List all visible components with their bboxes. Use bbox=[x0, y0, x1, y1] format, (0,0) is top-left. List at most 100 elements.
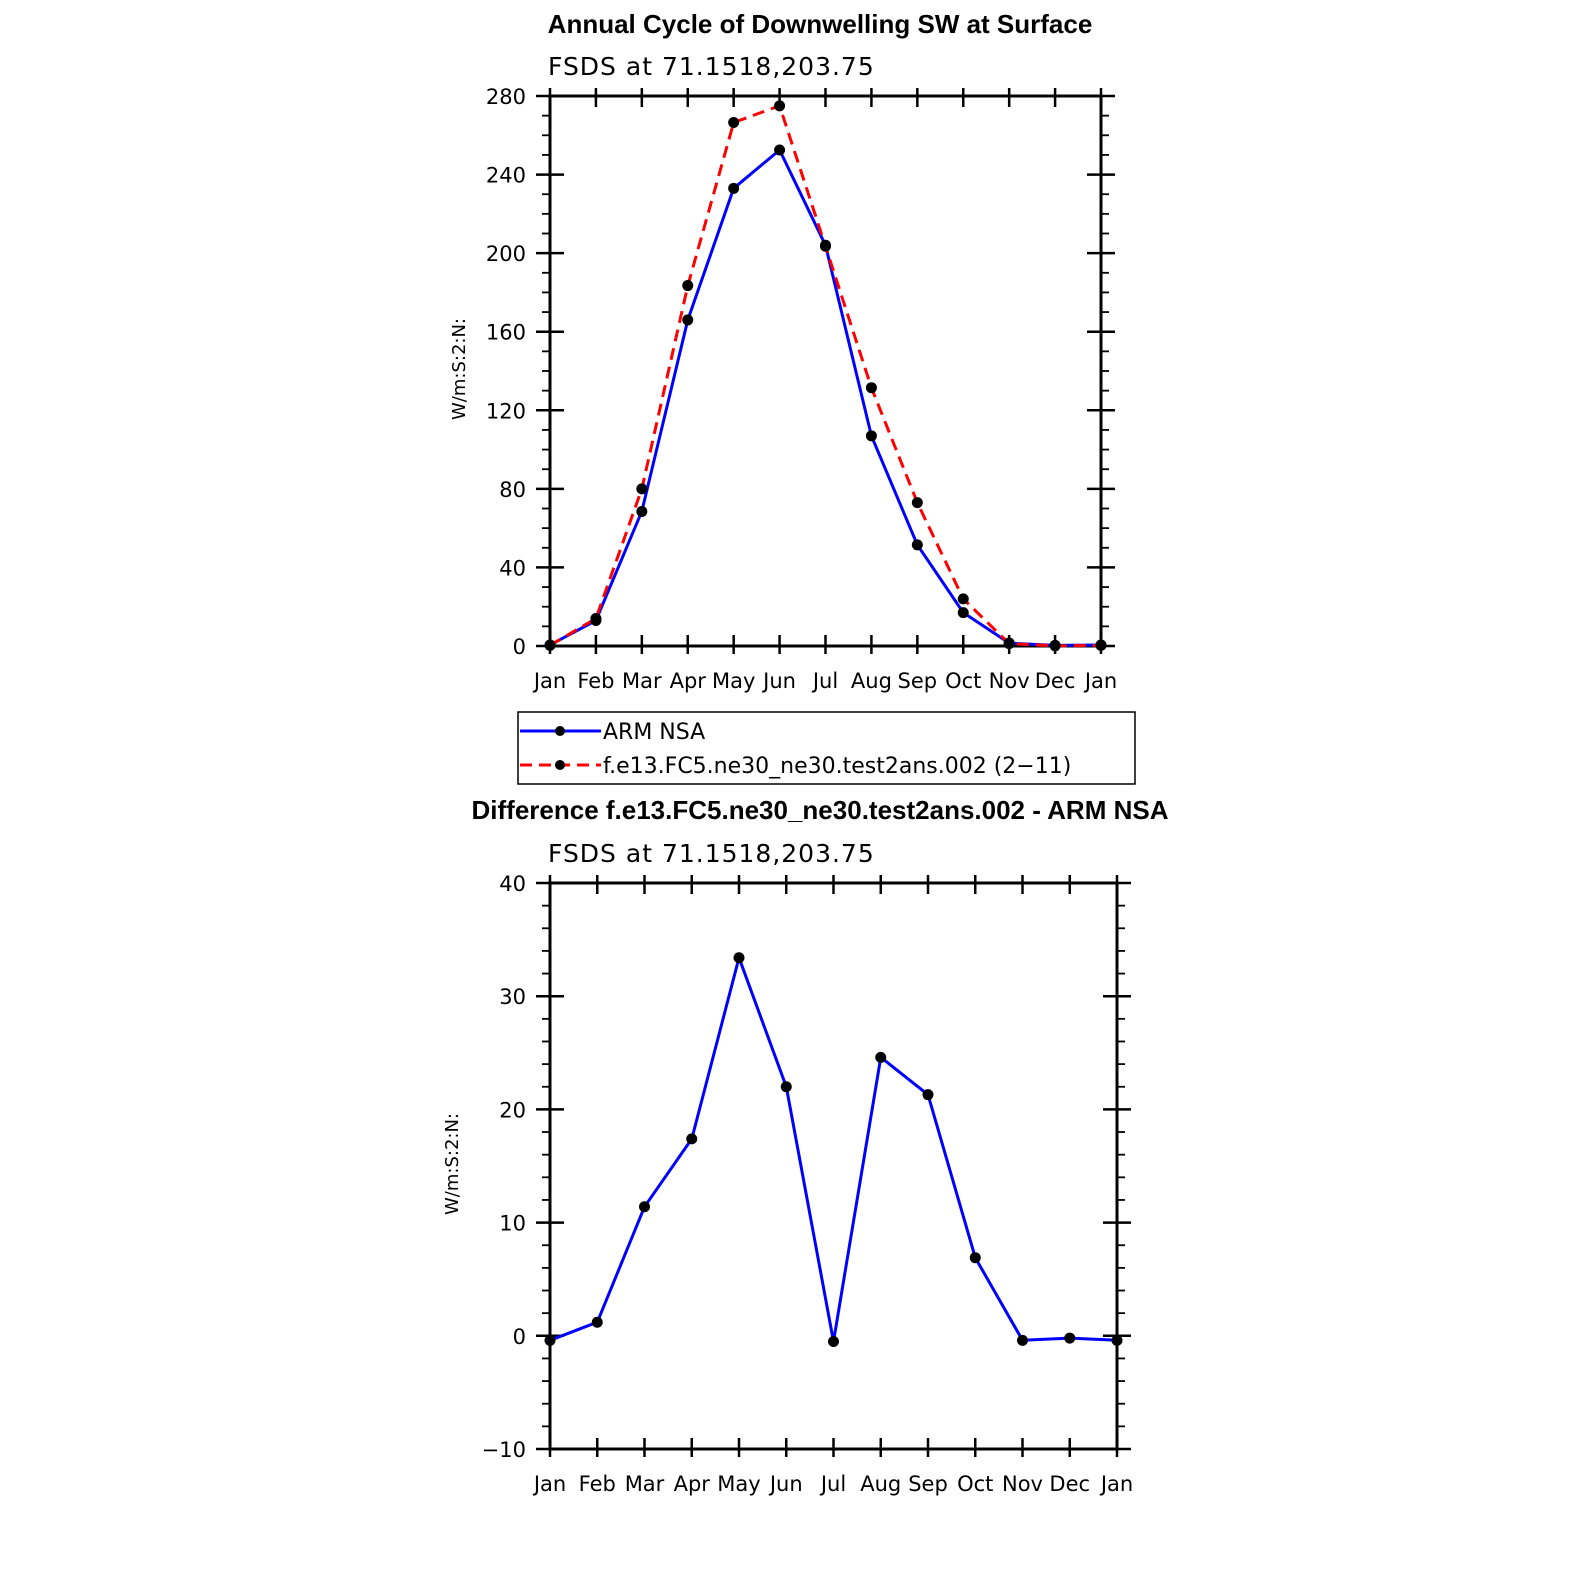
y-tick-label: 40 bbox=[499, 872, 526, 896]
y-tick-label: 20 bbox=[499, 1098, 526, 1122]
x-tick-label: Jul bbox=[811, 669, 838, 693]
axis-ticks bbox=[536, 88, 1115, 654]
x-tick-label: May bbox=[717, 1472, 760, 1496]
x-tick-label: Sep bbox=[908, 1472, 948, 1496]
data-point bbox=[957, 593, 969, 605]
data-point bbox=[774, 144, 786, 156]
data-point bbox=[1064, 1332, 1076, 1344]
data-point bbox=[780, 1081, 792, 1093]
x-tick-label: Oct bbox=[957, 1472, 993, 1496]
panel-title: Difference f.e13.FC5.ne30_ne30.test2ans.… bbox=[472, 795, 1169, 825]
data-point bbox=[875, 1051, 887, 1063]
y-tick-label: 240 bbox=[486, 164, 526, 188]
data-point bbox=[774, 100, 786, 112]
data-point bbox=[1049, 640, 1061, 652]
x-tick-label: Feb bbox=[577, 669, 614, 693]
series-layer bbox=[544, 952, 1123, 1347]
legend-label-arm-nsa: ARM NSA bbox=[603, 720, 705, 745]
data-point bbox=[636, 505, 648, 517]
x-tick-labels: Jan Feb Mar Apr May Jun Jul Aug Sep Oct Nov Dec Jan bbox=[532, 1472, 1133, 1496]
plot-frame bbox=[548, 881, 1119, 1451]
data-point bbox=[922, 1089, 934, 1101]
data-point bbox=[865, 430, 877, 442]
data-point bbox=[728, 117, 740, 129]
x-tick-label: Nov bbox=[1002, 1472, 1043, 1496]
series-layer bbox=[544, 100, 1107, 652]
x-tick-label: Dec bbox=[1049, 1472, 1090, 1496]
y-tick-labels: −10 0 10 20 30 40 bbox=[482, 872, 526, 1462]
panel-subtitle: FSDS at 71.1518,203.75 bbox=[548, 52, 875, 81]
data-point bbox=[911, 539, 923, 551]
y-axis-label: W/m:S:2:N: bbox=[449, 318, 470, 420]
x-tick-labels: Jan Feb Mar Apr May Jun Jul Aug Sep Oct Nov Dec Jan bbox=[532, 669, 1117, 693]
x-tick-label: Jun bbox=[768, 1472, 803, 1496]
x-tick-label: Apr bbox=[670, 669, 707, 693]
x-tick-label: Jan bbox=[532, 669, 566, 693]
legend-label-model: f.e13.FC5.ne30_ne30.test2ans.002 (2−11) bbox=[603, 754, 1071, 779]
data-point bbox=[957, 607, 969, 619]
data-point bbox=[591, 1316, 603, 1328]
x-tick-label: Jan bbox=[1083, 669, 1117, 693]
panel-title: Annual Cycle of Downwelling SW at Surfac… bbox=[548, 9, 1093, 39]
y-tick-label: 30 bbox=[499, 985, 526, 1009]
data-point bbox=[728, 182, 740, 194]
data-point bbox=[636, 483, 648, 495]
legend-marker-arm-nsa bbox=[555, 726, 565, 736]
x-tick-label: Jun bbox=[761, 669, 796, 693]
y-tick-label: 10 bbox=[499, 1212, 526, 1236]
legend-marker-model bbox=[555, 760, 565, 770]
data-point bbox=[682, 280, 694, 292]
x-tick-label: Sep bbox=[898, 669, 938, 693]
data-point bbox=[544, 1334, 556, 1346]
y-tick-label: 160 bbox=[486, 321, 526, 345]
x-tick-label: Mar bbox=[625, 1472, 665, 1496]
data-point bbox=[911, 497, 923, 509]
y-tick-label: 120 bbox=[486, 399, 526, 423]
legend-frame bbox=[517, 711, 1136, 785]
x-tick-label: Apr bbox=[674, 1472, 711, 1496]
data-point bbox=[639, 1201, 650, 1213]
y-tick-label: 0 bbox=[513, 635, 526, 659]
data-point bbox=[1003, 638, 1015, 650]
data-point bbox=[544, 639, 556, 651]
series-line-1 bbox=[549, 104, 1102, 648]
y-tick-label: 40 bbox=[499, 556, 526, 580]
x-tick-label: Mar bbox=[622, 669, 662, 693]
difference-panel: Difference f.e13.FC5.ne30_ne30.test2ans.… bbox=[442, 795, 1169, 1496]
data-point bbox=[820, 240, 831, 252]
x-tick-label: Oct bbox=[945, 669, 981, 693]
y-tick-label: 80 bbox=[499, 478, 526, 502]
data-point bbox=[1017, 1334, 1028, 1346]
series-line-0 bbox=[549, 956, 1118, 1343]
data-point bbox=[686, 1133, 698, 1145]
x-tick-label: Nov bbox=[989, 669, 1030, 693]
x-tick-label: Aug bbox=[860, 1472, 901, 1496]
y-tick-label: 200 bbox=[486, 242, 526, 266]
panel-subtitle: FSDS at 71.1518,203.75 bbox=[548, 839, 875, 868]
legend: ARM NSA f.e13.FC5.ne30_ne30.test2ans.002… bbox=[517, 711, 1136, 785]
y-tick-labels: 0 40 80 120 160 200 240 280 bbox=[486, 85, 526, 659]
y-tick-label: −10 bbox=[482, 1438, 526, 1462]
axis-ticks bbox=[536, 875, 1131, 1457]
data-point bbox=[969, 1252, 981, 1264]
y-tick-label: 0 bbox=[513, 1325, 526, 1349]
x-tick-label: Jul bbox=[819, 1472, 846, 1496]
x-tick-label: Dec bbox=[1035, 669, 1076, 693]
x-tick-label: Jan bbox=[1099, 1472, 1133, 1496]
data-point bbox=[682, 314, 694, 326]
x-tick-label: Aug bbox=[851, 669, 892, 693]
series-line-0 bbox=[549, 148, 1102, 647]
data-point bbox=[1095, 639, 1107, 651]
data-point bbox=[865, 382, 877, 394]
annual-cycle-panel: Annual Cycle of Downwelling SW at Surfac… bbox=[449, 9, 1117, 693]
data-point bbox=[733, 952, 745, 964]
y-axis-label: W/m:S:2:N: bbox=[442, 1113, 463, 1215]
x-tick-label: Jan bbox=[532, 1472, 566, 1496]
x-tick-label: May bbox=[712, 669, 755, 693]
data-point bbox=[828, 1335, 839, 1347]
data-point bbox=[590, 613, 602, 624]
plot-frame bbox=[548, 94, 1103, 648]
data-point bbox=[1111, 1334, 1123, 1346]
y-tick-label: 280 bbox=[486, 85, 526, 109]
